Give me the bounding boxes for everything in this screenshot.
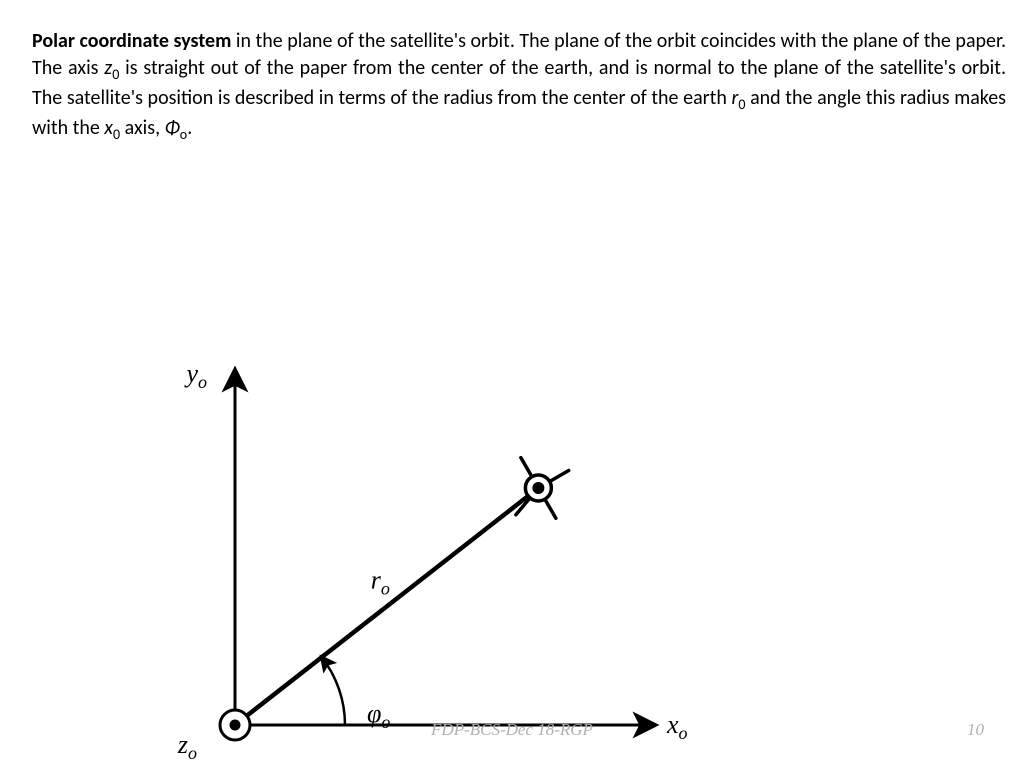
footer-text: FDP-BCS-Dec 18-RGP — [0, 720, 1024, 740]
svg-text:ro: ro — [371, 565, 390, 598]
var-x-sub: 0 — [113, 126, 120, 143]
caption-paragraph: Polar coordinate system in the plane of … — [32, 28, 1006, 145]
var-x: x — [104, 116, 113, 140]
page-number: 10 — [967, 720, 984, 740]
lead-term: Polar coordinate system — [32, 29, 231, 53]
svg-text:yo: yo — [183, 359, 207, 392]
polar-diagram: yoxozoroφo — [140, 330, 740, 768]
body-text-5: . — [187, 116, 192, 140]
body-text-4: axis, — [120, 116, 165, 140]
var-phi: Φ — [165, 116, 180, 140]
